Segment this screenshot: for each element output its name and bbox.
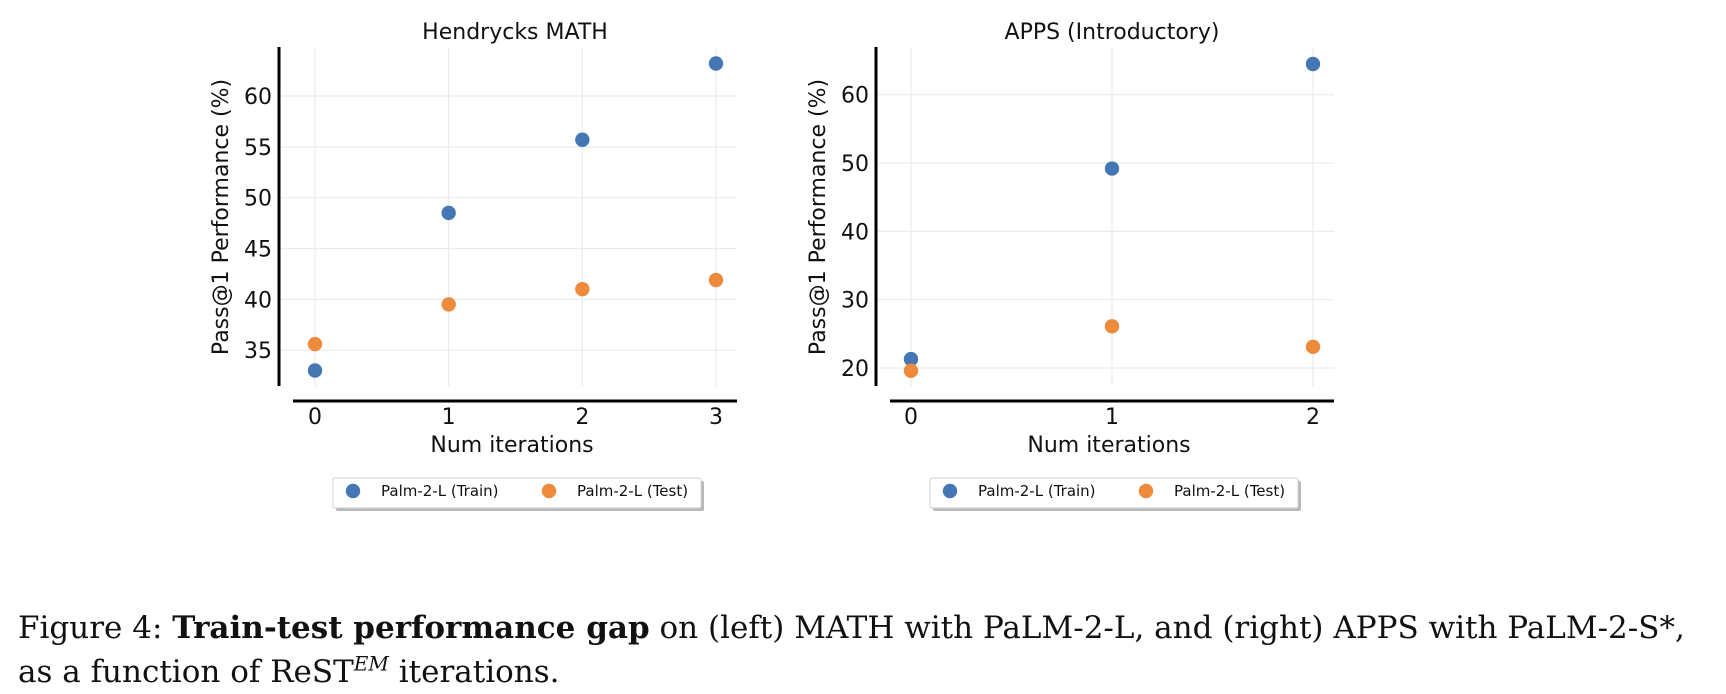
chart1-y-tick-label-2: 45 <box>244 238 272 263</box>
chart2-title: APPS (Introductory) <box>1005 20 1220 45</box>
figure-caption: Figure 4: Train-test performance gap on … <box>18 606 1708 694</box>
chart2-y-tick-label-3: 50 <box>841 152 869 177</box>
chart1-x-tick-label-3: 3 <box>709 405 723 430</box>
chart2-x-tick-label-0: 0 <box>904 405 918 430</box>
caption-text: on (left) MATH with PaLM-2-L, and (right… <box>18 610 1685 690</box>
chart1-point-test-2 <box>575 281 590 297</box>
chart2-point-train-2 <box>1305 56 1321 72</box>
chart2-legend-marker-train <box>942 483 958 499</box>
chart1-x-axis-label: Num iterations <box>430 433 593 458</box>
chart1-point-train-0 <box>307 363 323 378</box>
chart2-point-test-0 <box>903 363 919 378</box>
chart1-point-test-0 <box>307 336 323 352</box>
chart2-x-axis-label: Num iterations <box>1027 433 1190 458</box>
caption-label: Figure 4: <box>18 610 163 646</box>
chart2-y-tick-label-0: 20 <box>841 357 869 382</box>
chart2-point-test-2 <box>1305 339 1321 355</box>
chart1-y-tick-label-4: 55 <box>244 136 272 161</box>
caption-text-end: iterations. <box>398 654 560 690</box>
chart1-legend-marker-train <box>345 483 361 499</box>
chart1-legend-label-test: Palm-2-L (Test) <box>577 482 688 500</box>
chart1-x-tick-label-0: 0 <box>308 405 322 430</box>
chart1-point-train-2 <box>575 132 590 147</box>
chart2-legend-box <box>929 477 1299 509</box>
caption-bold: Train-test performance gap <box>172 610 650 646</box>
chart1-point-train-1 <box>441 205 456 221</box>
chart1-legend-box <box>332 477 702 509</box>
chart2-y-tick-label-2: 40 <box>841 220 869 245</box>
chart1-legend-label-train: Palm-2-L (Train) <box>381 482 499 500</box>
chart1-point-train-3 <box>708 56 724 71</box>
chart1-x-tick-label-2: 2 <box>575 405 589 430</box>
chart2-y-tick-label-4: 60 <box>841 84 869 109</box>
chart2-point-train-1 <box>1104 161 1120 176</box>
chart2-y-tick-label-1: 30 <box>841 289 869 314</box>
chart1-point-test-3 <box>708 272 724 288</box>
chart1-point-test-1 <box>441 297 456 312</box>
caption-superscript: EM <box>353 651 389 676</box>
chart1-x-tick-label-1: 1 <box>442 405 456 430</box>
chart2-point-train-0 <box>903 351 919 367</box>
chart2-legend-label-test: Palm-2-L (Test) <box>1174 482 1285 500</box>
chart1-y-tick-label-3: 50 <box>244 187 272 212</box>
figure-charts: Hendrycks MATH 35 40 45 50 55 60 0 1 2 3 Num iterat… <box>209 20 1334 511</box>
chart2-legend-marker-test <box>1138 483 1154 499</box>
chart2-point-test-1 <box>1104 319 1120 334</box>
chart1-y-tick-label-5: 60 <box>244 85 272 110</box>
chart1-y-tick-label-1: 40 <box>244 288 272 313</box>
chart2-x-tick-label-2: 2 <box>1306 405 1320 430</box>
chart1-y-tick-label-0: 35 <box>244 339 272 364</box>
chart2-y-axis-label: Pass@1 Performance (%) <box>806 79 831 355</box>
chart1-title: Hendrycks MATH <box>422 20 608 45</box>
chart1-y-axis-label: Pass@1 Performance (%) <box>209 79 234 355</box>
chart2-legend-label-train: Palm-2-L (Train) <box>978 482 1096 500</box>
chart1-legend-marker-test <box>541 483 557 499</box>
chart2-x-tick-label-1: 1 <box>1105 405 1119 430</box>
